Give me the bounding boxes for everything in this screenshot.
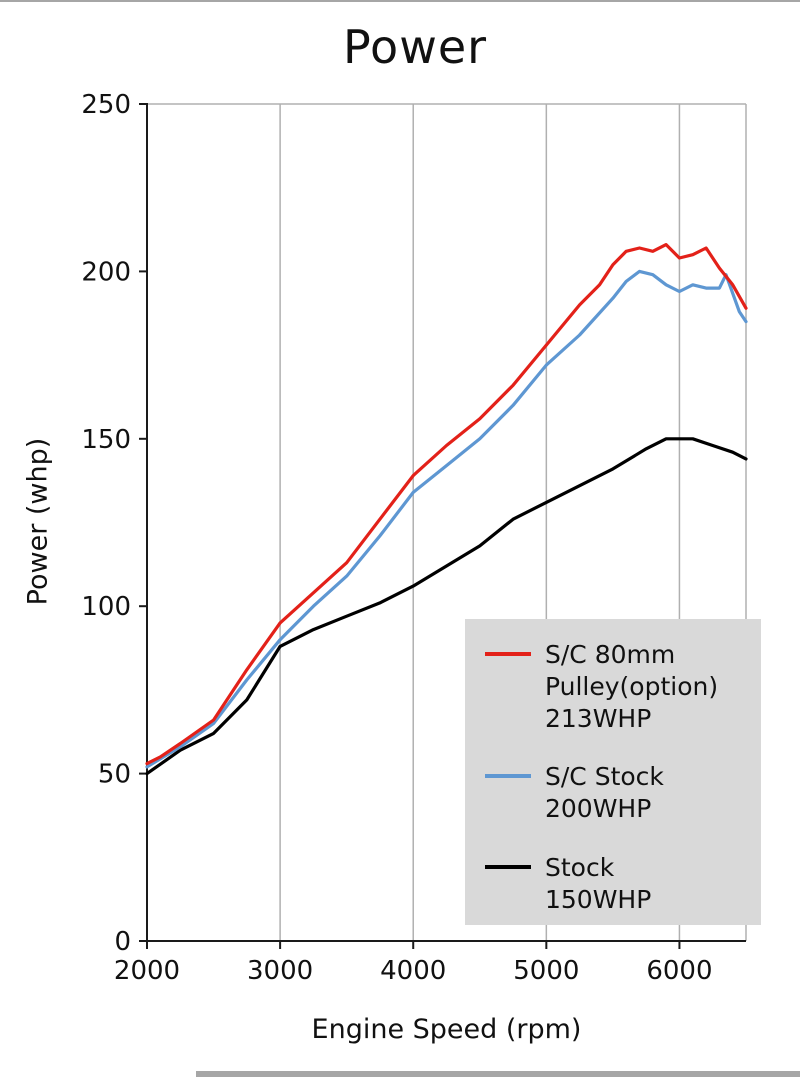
x-tick-label: 6000 [646, 956, 712, 986]
y-tick-label: 50 [98, 760, 131, 790]
chart-title: Power [342, 20, 488, 74]
chart-legend: S/C 80mm Pulley(option) 213WHP S/C Stock… [465, 619, 761, 925]
legend-label: S/C Stock 200WHP [545, 762, 664, 823]
y-tick-label: 200 [81, 257, 131, 287]
legend-label: Stock 150WHP [545, 852, 652, 914]
y-tick-label: 100 [81, 592, 131, 622]
legend-swatch-black-line [485, 864, 531, 869]
x-axis-label: Engine Speed (rpm) [311, 1014, 582, 1045]
y-tick-label: 150 [81, 425, 131, 455]
legend-swatch-red-line [485, 652, 531, 656]
window-edge-artifact [0, 0, 800, 2]
y-tick-label: 0 [114, 927, 131, 957]
series-line-s-c-80mm-pulley-option-213whp [145, 243, 748, 766]
y-tick-label: 250 [81, 90, 131, 120]
legend-label: S/C 80mm Pulley(option) 213WHP [545, 640, 719, 733]
x-tick-label: 3000 [247, 956, 313, 986]
x-tick-label: 4000 [380, 956, 446, 986]
legend-item-sc-80mm-pulley: S/C 80mm Pulley(option) 213WHP [485, 639, 751, 734]
series-line-stock-150whp [145, 437, 748, 776]
x-tick-label: 5000 [513, 956, 579, 986]
x-tick-label: 2000 [114, 956, 180, 986]
legend-item-sc-stock: S/C Stock 200WHP [485, 761, 751, 825]
legend-item-stock: Stock 150WHP [485, 852, 751, 916]
series-line-s-c-stock-200whp [145, 269, 748, 769]
horizontal-scrollbar[interactable] [196, 1071, 800, 1077]
legend-swatch-blue-line [485, 774, 531, 779]
